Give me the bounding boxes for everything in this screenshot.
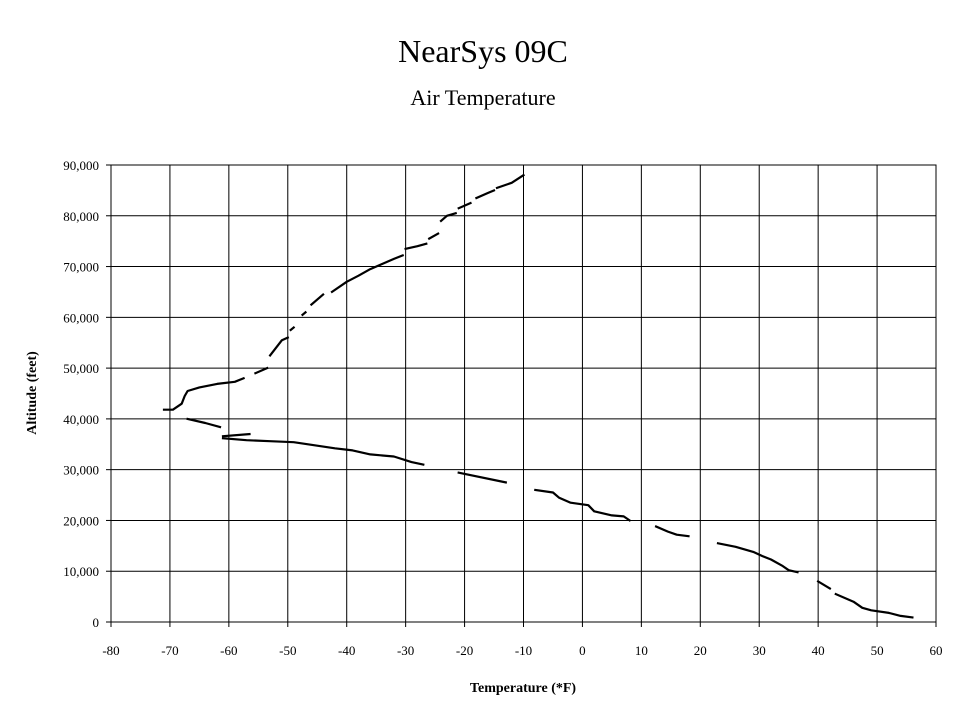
series-line-segment — [834, 592, 914, 619]
data-series — [162, 173, 914, 619]
y-tick-label: 90,000 — [63, 158, 99, 173]
y-tick-label: 50,000 — [63, 361, 99, 376]
y-gridlines — [106, 164, 936, 623]
series-line-segment — [439, 211, 458, 223]
y-tick-label: 80,000 — [63, 209, 99, 224]
y-tick-label: 0 — [93, 615, 100, 630]
x-tick-label: -70 — [161, 643, 178, 658]
y-axis-label: Altitude (feet) — [25, 351, 40, 435]
x-tick-label: 60 — [930, 643, 943, 658]
series-2 — [186, 417, 914, 619]
series-line-segment — [495, 173, 526, 190]
x-tick-label: -50 — [279, 643, 296, 658]
series-line-segment — [221, 437, 425, 466]
series-line-segment — [330, 253, 405, 294]
y-tick-label: 30,000 — [63, 463, 99, 478]
x-tick-label: 30 — [753, 643, 766, 658]
series-1 — [162, 173, 526, 411]
chart-title: NearSys 09C — [398, 33, 568, 69]
y-tick-label: 20,000 — [63, 513, 99, 528]
x-tick-label: -60 — [220, 643, 237, 658]
series-line-segment — [186, 417, 222, 429]
series-line-segment — [457, 471, 508, 484]
x-axis-label: Temperature (*F) — [470, 681, 576, 696]
x-tick-label: 10 — [635, 643, 648, 658]
x-tick-label: -30 — [397, 643, 414, 658]
series-line-segment — [716, 542, 799, 574]
series-line-segment — [309, 292, 325, 307]
series-line-segment — [289, 325, 296, 332]
series-line-segment — [221, 432, 251, 438]
series-line-segment — [457, 201, 472, 210]
x-tick-label: 50 — [871, 643, 884, 658]
series-line-segment — [474, 188, 496, 200]
series-line-segment — [404, 242, 428, 251]
chart-subtitle: Air Temperature — [410, 85, 555, 110]
y-tick-label: 40,000 — [63, 412, 99, 427]
x-tick-label: 0 — [579, 643, 586, 658]
x-gridlines — [110, 165, 937, 627]
y-tick-label: 10,000 — [63, 564, 99, 579]
series-line-segment — [268, 336, 290, 357]
series-line-segment — [816, 579, 832, 591]
series-line-segment — [654, 525, 690, 538]
x-tick-label: -10 — [515, 643, 532, 658]
x-tick-label: -80 — [102, 643, 119, 658]
series-line-segment — [427, 232, 440, 241]
x-tick-labels: -80 -70 -60 -50 -40 -30 -20 -10 0 10 20 30 40 50 60 — [102, 643, 942, 658]
x-tick-label: -20 — [456, 643, 473, 658]
y-tick-labels: 0 10,000 20,000 30,000 40,000 50,000 60,000 70,… — [63, 158, 99, 630]
x-tick-label: -40 — [338, 643, 355, 658]
series-line-segment — [162, 376, 246, 411]
series-line-segment — [534, 488, 632, 522]
series-line-segment — [300, 310, 308, 317]
x-tick-label: 20 — [694, 643, 707, 658]
x-tick-label: 40 — [812, 643, 825, 658]
series-line-segment — [253, 366, 269, 375]
y-tick-label: 60,000 — [63, 310, 99, 325]
y-tick-label: 70,000 — [63, 260, 99, 275]
